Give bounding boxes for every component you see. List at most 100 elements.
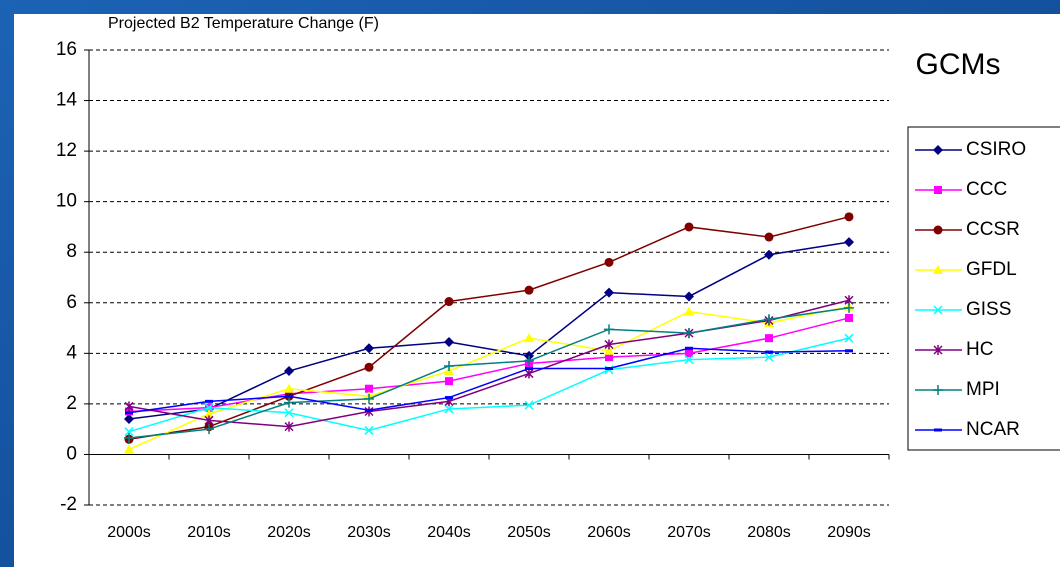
marker	[845, 349, 853, 353]
series-line	[128, 305, 850, 451]
marker	[604, 287, 614, 298]
marker	[444, 336, 454, 347]
legend-label: GFDL	[966, 259, 1017, 280]
x-tick-label: 2000s	[107, 524, 151, 541]
legend-label: MPI	[966, 379, 1000, 400]
marker	[684, 222, 694, 232]
marker	[125, 411, 133, 415]
series-line	[128, 307, 850, 439]
marker	[364, 343, 374, 354]
series-line	[128, 347, 850, 414]
x-tick-label: 2070s	[667, 524, 711, 541]
y-tick-label: 0	[66, 443, 77, 464]
legend-label: CCSR	[966, 219, 1020, 240]
marker	[205, 399, 213, 403]
marker	[284, 366, 294, 377]
y-tick-label: 16	[56, 39, 77, 60]
marker	[604, 339, 614, 350]
marker	[845, 313, 853, 322]
x-tick-label: 2080s	[747, 524, 791, 541]
marker	[933, 225, 943, 235]
marker	[844, 333, 854, 343]
marker	[765, 334, 773, 343]
marker	[124, 444, 134, 454]
marker	[124, 427, 134, 437]
chart-panel	[14, 14, 1060, 567]
y-tick-label: 6	[66, 292, 77, 313]
marker	[525, 367, 533, 370]
marker	[524, 333, 534, 343]
x-tick-label: 2040s	[427, 524, 471, 541]
series-line	[128, 216, 850, 441]
marker	[933, 345, 943, 355]
marker	[204, 415, 214, 426]
marker	[524, 350, 534, 361]
marker	[605, 353, 613, 362]
x-tick-label: 2010s	[187, 524, 231, 541]
marker	[285, 394, 293, 398]
series-line	[128, 337, 850, 433]
marker	[284, 408, 294, 418]
marker	[284, 421, 294, 432]
marker	[684, 328, 694, 339]
marker	[204, 424, 214, 435]
x-tick-label: 2090s	[827, 524, 871, 541]
marker	[604, 345, 614, 355]
y-tick-label: 10	[56, 191, 77, 212]
marker	[204, 403, 214, 413]
marker	[365, 384, 373, 393]
marker	[284, 383, 294, 393]
marker	[444, 360, 454, 371]
marker	[124, 401, 134, 412]
marker	[524, 355, 534, 366]
marker	[124, 433, 134, 444]
marker	[933, 305, 943, 315]
marker	[364, 393, 374, 404]
x-tick-label: 2020s	[267, 524, 311, 541]
marker	[445, 396, 453, 400]
marker	[605, 367, 613, 370]
legend-label: CCC	[966, 179, 1007, 200]
series-line	[128, 241, 850, 420]
marker	[124, 414, 134, 425]
marker	[934, 186, 942, 194]
marker	[844, 302, 854, 313]
marker	[933, 145, 943, 155]
marker	[684, 291, 694, 302]
y-tick-label: 2	[66, 393, 77, 414]
marker	[764, 249, 774, 260]
y-tick-label: 14	[56, 90, 78, 111]
marker	[524, 400, 534, 410]
marker	[844, 237, 854, 248]
legend-box	[907, 126, 1060, 451]
legend-label: GISS	[966, 299, 1011, 320]
marker	[933, 385, 943, 395]
marker	[685, 349, 693, 358]
chart-title: Projected B2 Temperature Change (F)	[108, 15, 379, 32]
marker	[934, 428, 942, 432]
marker	[764, 314, 774, 325]
marker	[524, 285, 534, 295]
y-tick-label: 4	[66, 342, 77, 363]
x-tick-label: 2030s	[347, 524, 391, 541]
marker	[365, 408, 373, 412]
legend-label: CSIRO	[966, 139, 1026, 160]
marker	[364, 362, 374, 372]
y-tick-label: 12	[56, 140, 77, 161]
marker	[764, 352, 774, 362]
marker	[524, 368, 534, 379]
marker	[204, 409, 214, 418]
marker	[364, 425, 374, 435]
legend-label: NCAR	[966, 419, 1020, 440]
marker	[765, 350, 773, 354]
marker	[604, 324, 614, 335]
y-tick-label: -2	[60, 494, 77, 515]
marker	[444, 404, 454, 414]
marker	[685, 346, 693, 350]
marker	[284, 397, 294, 408]
marker	[445, 377, 453, 386]
marker	[444, 297, 454, 307]
x-tick-label: 2060s	[587, 524, 631, 541]
y-tick-label: 8	[66, 241, 77, 262]
